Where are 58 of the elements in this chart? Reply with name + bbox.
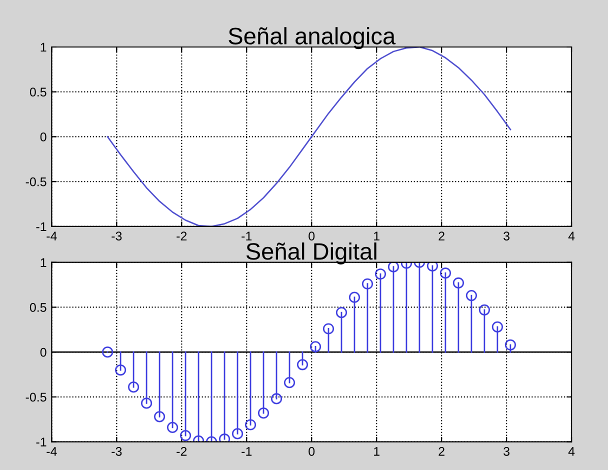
point bbox=[154, 411, 166, 422]
point bbox=[310, 341, 322, 352]
point bbox=[336, 307, 348, 318]
point bbox=[452, 277, 464, 289]
y-tick-label: 0 bbox=[40, 132, 46, 142]
y-tick-label: 1 bbox=[40, 42, 46, 52]
point bbox=[388, 262, 400, 272]
x-tick-label: 0 bbox=[308, 446, 315, 456]
point bbox=[374, 268, 386, 280]
point bbox=[284, 377, 296, 388]
x-tick-label: 1 bbox=[374, 232, 380, 240]
y-tick-label: -1 bbox=[36, 438, 46, 446]
x-tick-label: 3 bbox=[504, 232, 510, 240]
x-tick-label: -3 bbox=[112, 446, 122, 456]
point bbox=[166, 422, 178, 433]
point bbox=[115, 364, 126, 376]
x-tick-label: -2 bbox=[176, 446, 187, 456]
point bbox=[492, 321, 503, 333]
chart-title: Señal Digital bbox=[246, 242, 376, 264]
point bbox=[218, 434, 230, 442]
x-tick-label: -1 bbox=[242, 447, 252, 456]
x-tick-label: -3 bbox=[112, 232, 122, 240]
point bbox=[466, 290, 478, 302]
x-tick-label: -4 bbox=[46, 232, 57, 240]
point bbox=[322, 323, 334, 334]
point bbox=[140, 398, 152, 409]
x-tick-label: -1 bbox=[242, 232, 252, 240]
point bbox=[128, 382, 140, 393]
point bbox=[426, 262, 438, 272]
chart-title: Señal analogica bbox=[228, 27, 396, 50]
y-tick-label: 1 bbox=[40, 258, 46, 267]
point bbox=[180, 430, 192, 442]
y-tick-label: 0 bbox=[40, 348, 46, 357]
y-tick-label: 0.5 bbox=[30, 88, 46, 97]
x-tick-label: 4 bbox=[568, 447, 575, 456]
point bbox=[258, 408, 270, 419]
point bbox=[244, 419, 256, 430]
point bbox=[504, 339, 516, 350]
x-tick-label: -4 bbox=[46, 447, 57, 456]
y-tick-label: 0.5 bbox=[30, 303, 46, 312]
x-tick-label: 2 bbox=[438, 232, 444, 240]
y-tick-label: -0.5 bbox=[26, 177, 46, 186]
point bbox=[440, 268, 452, 279]
y-tick-label: -0.5 bbox=[26, 392, 46, 402]
x-tick-label: 3 bbox=[504, 446, 510, 456]
point bbox=[102, 346, 114, 358]
point bbox=[296, 359, 308, 370]
x-tick-label: 0 bbox=[308, 232, 315, 240]
y-tick-label: -1 bbox=[36, 222, 46, 231]
x-tick-label: 4 bbox=[568, 232, 575, 240]
x-tick-label: 2 bbox=[438, 446, 444, 456]
x-tick-label: 1 bbox=[374, 447, 380, 456]
point bbox=[362, 278, 374, 290]
point bbox=[270, 393, 282, 404]
point bbox=[478, 304, 490, 316]
x-tick-label: -2 bbox=[176, 232, 187, 240]
point bbox=[232, 428, 244, 440]
point bbox=[348, 292, 360, 303]
